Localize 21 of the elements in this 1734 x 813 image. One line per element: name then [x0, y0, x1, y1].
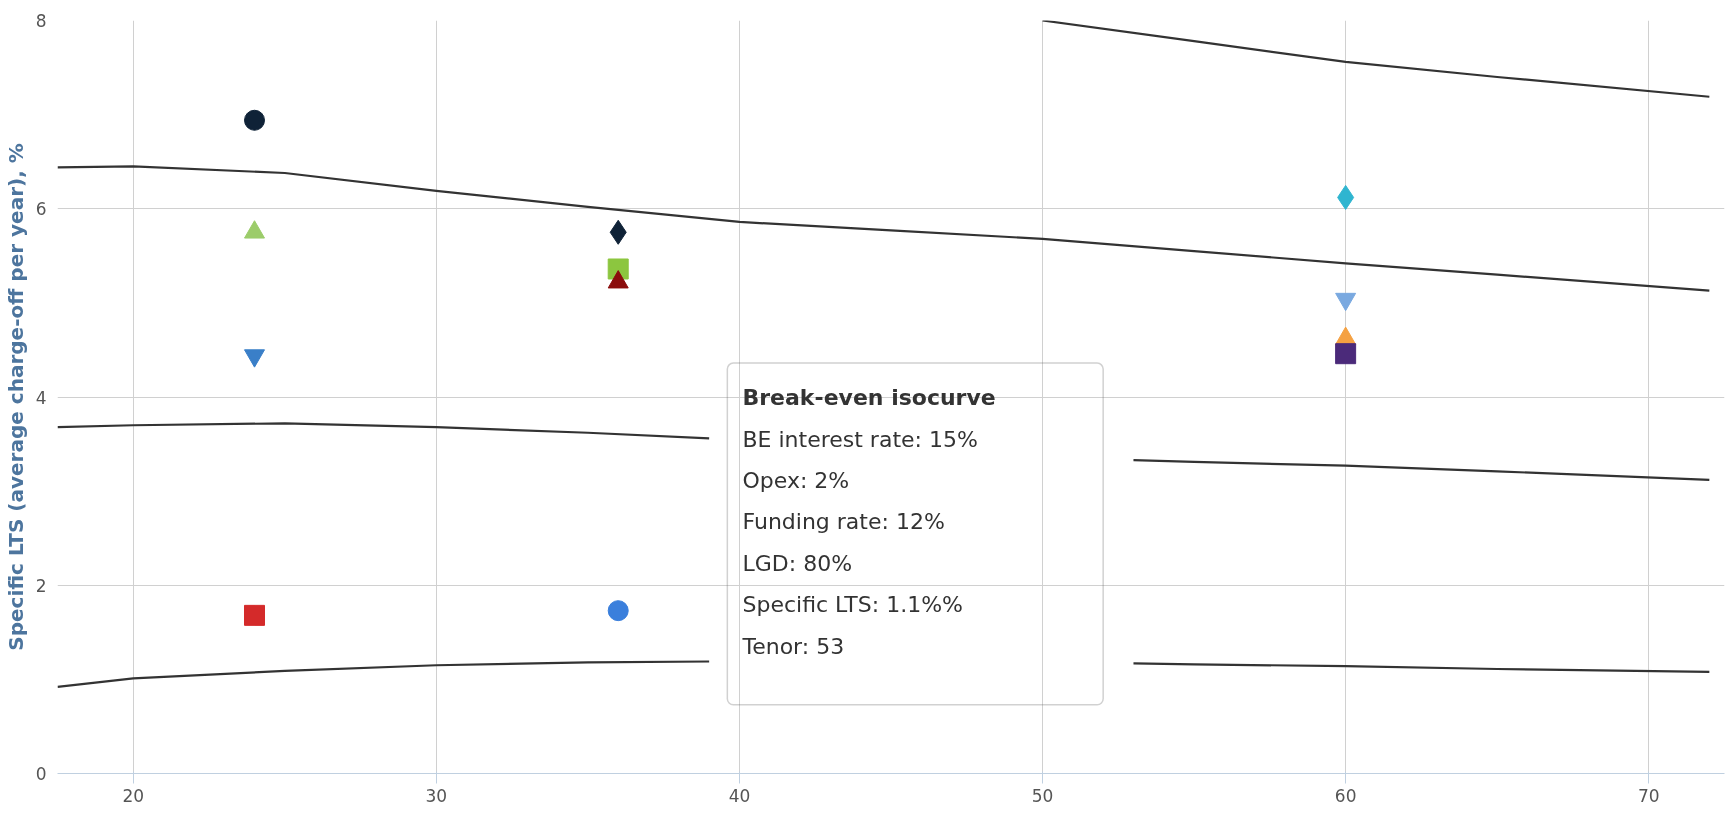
x-tick-label: 50: [1031, 785, 1054, 806]
x-tick-label: 70: [1637, 785, 1660, 806]
y-tick-label: 0: [35, 764, 47, 784]
line-series: [57, 165, 1711, 292]
annotation: BE interest rate: 15%: [742, 426, 978, 452]
y-tick-label: 4: [35, 387, 47, 408]
y-tick-label: 2: [35, 575, 47, 596]
annotation: Specific LTS: 1.1%%: [742, 592, 963, 618]
y-tick-label: 8: [35, 11, 47, 31]
y-tick-label: 6: [35, 199, 47, 220]
y-axis-title: Specific LTS (average charge-off per year), %: [3, 143, 28, 651]
x-tick-label: 40: [728, 785, 751, 806]
x-tick-label: 20: [122, 785, 145, 806]
annotation: Tenor: 53: [741, 633, 845, 659]
annotation: Opex: 2%: [742, 468, 850, 494]
annotation: Funding rate: 12%: [742, 509, 945, 535]
annotation: Break-even isocurve: [742, 385, 996, 411]
x-tick-label: 30: [425, 785, 448, 806]
x-tick-label: 60: [1334, 785, 1357, 806]
annotation: LGD: 80%: [742, 550, 853, 576]
line-series: [1041, 20, 1711, 98]
